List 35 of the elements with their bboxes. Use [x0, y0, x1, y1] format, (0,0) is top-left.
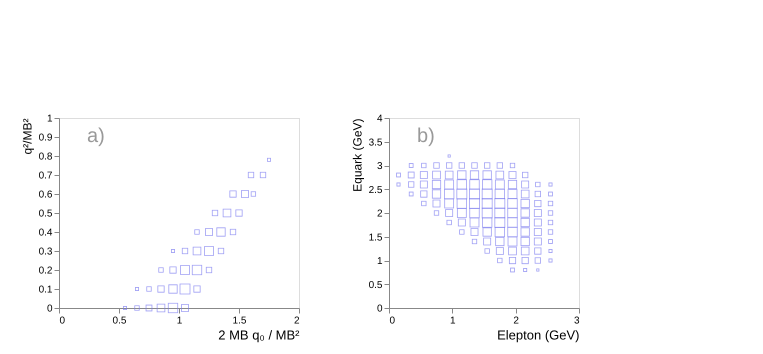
- y-axis-title: Equark (GeV): [350, 118, 365, 192]
- y-tick-label: 0.6: [38, 190, 53, 200]
- y-tick-label: 3.5: [368, 137, 383, 148]
- annotation: b): [417, 125, 435, 147]
- y-tick-label: 1: [46, 114, 53, 124]
- y-tick-label: 3: [376, 161, 383, 172]
- y-tick-label: 0: [376, 304, 383, 314]
- y-tick-label: 1.5: [368, 232, 383, 244]
- y-tick-label: 2.5: [368, 184, 383, 196]
- x-tick-label: 0: [60, 316, 66, 326]
- y-tick-label: 0.2: [38, 266, 53, 276]
- y-tick-label: 0.1: [38, 284, 53, 296]
- x-tick-label: 0: [390, 316, 396, 326]
- y-tick-label: 0.5: [38, 208, 53, 220]
- x-tick-label: 1.5: [232, 316, 247, 326]
- annotation: a): [87, 125, 105, 147]
- y-tick-label: 1: [376, 256, 383, 267]
- y-tick-label: 4: [376, 114, 383, 124]
- x-tick-label: 3: [574, 316, 580, 326]
- y-tick-label: 0.4: [38, 228, 53, 238]
- y-tick-label: 0.7: [38, 170, 53, 182]
- y-axis-title: q²/MB²: [20, 118, 35, 154]
- x-axis-title: 2 MB q₀ / MB²: [218, 328, 300, 342]
- x-tick-label: 1: [176, 316, 183, 326]
- x-tick-label: 2: [513, 316, 520, 326]
- y-tick-label: 0.9: [38, 132, 53, 144]
- x-tick-label: 0.5: [112, 316, 127, 326]
- x-tick-label: 2: [294, 316, 300, 326]
- x-tick-label: 1: [450, 316, 456, 326]
- y-tick-label: 2: [376, 208, 383, 220]
- y-tick-label: 0.5: [368, 280, 383, 291]
- y-tick-label: 0.3: [38, 246, 53, 258]
- x-axis-title: Elepton (GeV): [497, 328, 580, 342]
- y-tick-label: 0.8: [38, 152, 53, 162]
- y-tick-label: 0: [46, 304, 53, 314]
